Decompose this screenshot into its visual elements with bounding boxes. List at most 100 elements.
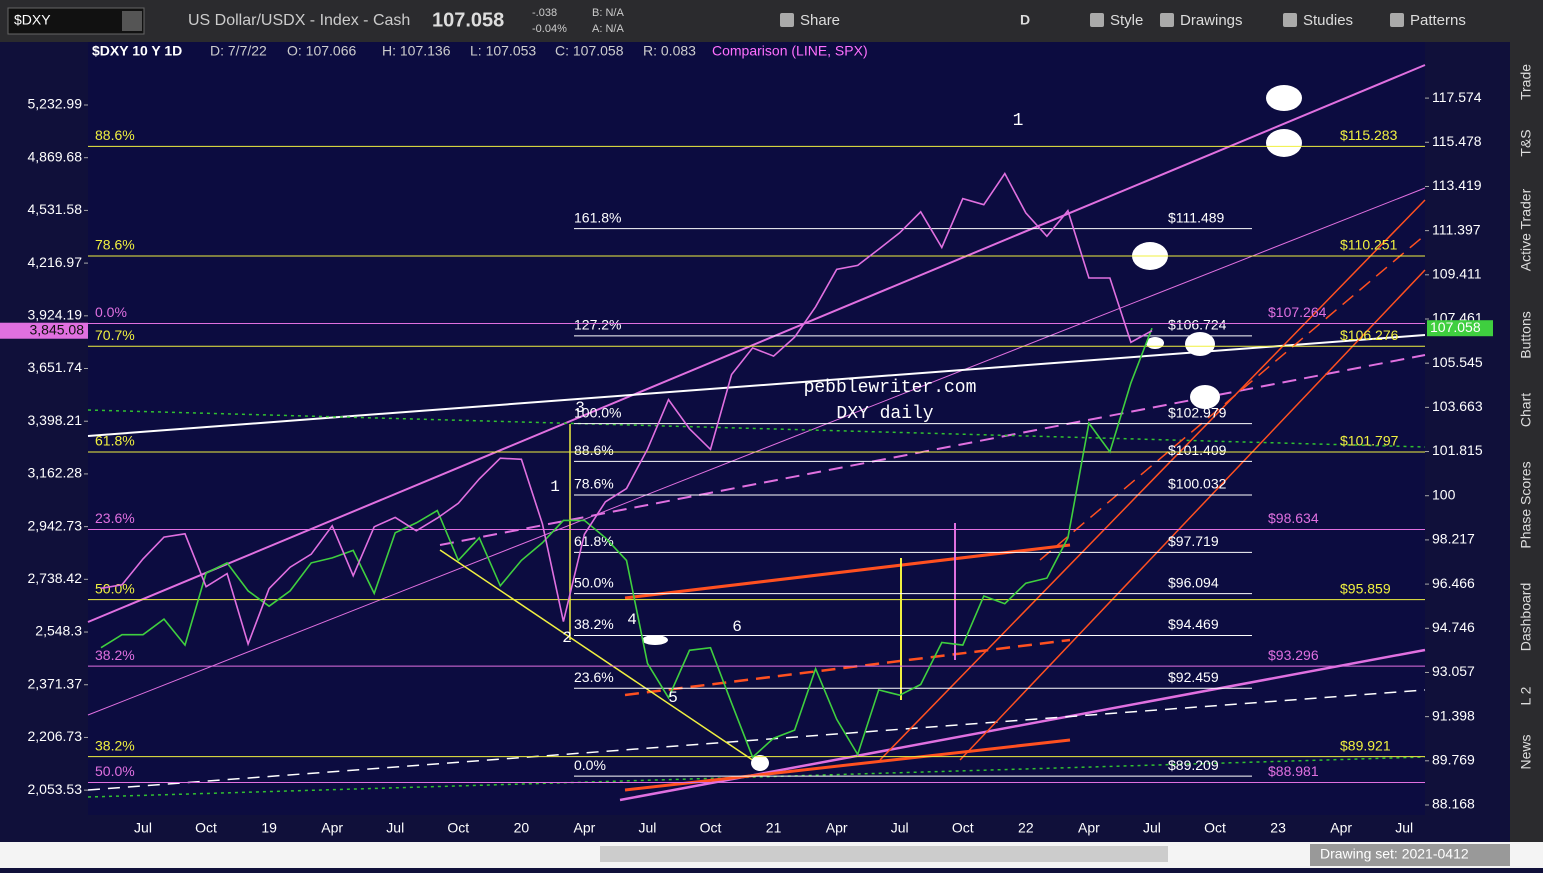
- y-tick-label: 96.466: [1432, 575, 1475, 591]
- toolbar-button-icon[interactable]: [1160, 13, 1174, 27]
- info-low: L: 107.053: [470, 43, 536, 59]
- fib-pct: 78.6%: [95, 237, 135, 253]
- status-box: [1310, 844, 1510, 866]
- fib-price: $111.489: [1168, 209, 1225, 225]
- fib-price: $106.276: [1340, 327, 1399, 343]
- y2-tick-label: 4,216.97: [28, 254, 83, 270]
- series-line: [100, 171, 1153, 647]
- annotation: DXY daily: [836, 404, 933, 424]
- fib-price: $96.094: [1168, 574, 1219, 590]
- side-tab[interactable]: Buttons: [1518, 311, 1534, 358]
- bid: B: N/A: [592, 7, 624, 19]
- info-close: C: 107.058: [555, 43, 624, 59]
- fib-pct: 161.8%: [574, 209, 621, 225]
- y-tick-label: 88.168: [1432, 796, 1475, 812]
- aggregation[interactable]: D: [1020, 12, 1030, 28]
- x-tick-label: Apr: [321, 820, 343, 836]
- symbol[interactable]: $DXY: [14, 12, 51, 28]
- symbol-box[interactable]: [7, 7, 145, 35]
- description: US Dollar/USDX - Index - Cash: [188, 12, 410, 29]
- toolbar-button[interactable]: Share: [800, 12, 840, 29]
- side-tab[interactable]: Trade: [1518, 64, 1534, 100]
- annotation: 4: [627, 611, 637, 629]
- fib-pct: 0.0%: [95, 304, 127, 320]
- toolbar-button-icon[interactable]: [1283, 13, 1297, 27]
- y2-tick-label: 2,942.73: [28, 517, 83, 533]
- fib-price: $97.719: [1168, 533, 1219, 549]
- y-tick-label: 109.411: [1432, 266, 1482, 282]
- y-tick-label: 98.217: [1432, 531, 1475, 547]
- fib-pct: 38.2%: [95, 737, 135, 753]
- fib-pct: 61.8%: [95, 433, 135, 449]
- x-tick-label: Jul: [891, 820, 909, 836]
- annotation: 6: [732, 618, 742, 636]
- last-value-label: 107.058: [1430, 319, 1481, 335]
- fib-pct: 50.0%: [95, 763, 135, 779]
- fib-price: $102.979: [1168, 404, 1227, 420]
- fib-price: $98.634: [1268, 510, 1319, 526]
- fib-price: $107.264: [1268, 304, 1327, 320]
- x-tick-label: 20: [514, 820, 530, 836]
- annotation: pebblewriter.com: [804, 378, 977, 398]
- drawing-set: Drawing set: 2021-0412: [1320, 846, 1469, 862]
- fib-price: $101.797: [1340, 433, 1399, 449]
- fib-price: $100.032: [1168, 476, 1227, 492]
- annotation: 1: [1013, 111, 1024, 131]
- toolbar-button-icon[interactable]: [1390, 13, 1404, 27]
- y-tick-label: 91.398: [1432, 707, 1475, 723]
- y-tick-label: 101.815: [1432, 442, 1483, 458]
- side-tab[interactable]: Active Trader: [1518, 188, 1534, 271]
- toolbar-button[interactable]: Studies: [1303, 12, 1353, 29]
- side-tab[interactable]: Chart: [1518, 393, 1534, 427]
- x-tick-label: Oct: [195, 820, 217, 836]
- side-tab[interactable]: News: [1518, 734, 1534, 769]
- y2-tick-label: 2,206.73: [28, 728, 83, 744]
- x-tick-label: 21: [766, 820, 782, 836]
- toolbar-button-icon[interactable]: [1090, 13, 1104, 27]
- side-tab[interactable]: T&S: [1518, 129, 1534, 156]
- toolbar-button-icon[interactable]: [780, 13, 794, 27]
- fib-price: $95.859: [1340, 580, 1391, 596]
- info-title: $DXY 10 Y 1D: [92, 43, 182, 59]
- x-tick-label: Jul: [639, 820, 657, 836]
- y2-tick-label: 3,651.74: [28, 359, 83, 375]
- ask: A: N/A: [592, 23, 624, 35]
- toolbar-button[interactable]: Drawings: [1180, 12, 1243, 29]
- symbol-dropdown[interactable]: [122, 11, 142, 31]
- annotation: 3: [575, 399, 585, 417]
- y2-tick-label: 2,738.42: [28, 570, 83, 586]
- x-tick-label: Oct: [700, 820, 722, 836]
- fib-pct: 23.6%: [574, 669, 614, 685]
- side-tab[interactable]: Phase Scores: [1518, 461, 1534, 548]
- info-range: R: 0.083: [643, 43, 696, 59]
- y-tick-label: 105.545: [1432, 354, 1483, 370]
- series-line: [100, 327, 1153, 759]
- y2-tick-label: 5,232.99: [28, 96, 83, 112]
- fib-price: $92.459: [1168, 669, 1219, 685]
- annotation: 2: [562, 629, 572, 647]
- fib-pct: 70.7%: [95, 327, 135, 343]
- x-tick-label: Oct: [952, 820, 974, 836]
- side-tab[interactable]: Dashboard: [1518, 583, 1534, 652]
- fib-price: $110.251: [1340, 237, 1398, 253]
- x-tick-label: Jul: [1395, 820, 1413, 836]
- x-tick-label: 23: [1270, 820, 1286, 836]
- y-tick-label: 103.663: [1432, 398, 1483, 414]
- info-comparison: Comparison (LINE, SPX): [712, 43, 868, 59]
- fib-pct: 88.6%: [95, 127, 135, 143]
- last-value-label: 3,845.08: [30, 321, 85, 337]
- last-value-box: [0, 322, 88, 339]
- fib-price: $89.209: [1168, 757, 1219, 773]
- toolbar-button[interactable]: Style: [1110, 12, 1143, 29]
- fib-price: $89.921: [1340, 737, 1391, 753]
- y-tick-label: 111.397: [1432, 221, 1481, 237]
- side-panel: [1510, 42, 1543, 842]
- y2-tick-label: 3,162.28: [28, 465, 83, 481]
- fib-pct: 50.0%: [574, 574, 614, 590]
- toolbar-button[interactable]: Patterns: [1410, 12, 1466, 29]
- y-tick-label: 113.419: [1432, 177, 1482, 193]
- side-tab[interactable]: L 2: [1518, 686, 1534, 705]
- fib-pct: 38.2%: [574, 616, 614, 632]
- scroll-thumb[interactable]: [600, 846, 1168, 862]
